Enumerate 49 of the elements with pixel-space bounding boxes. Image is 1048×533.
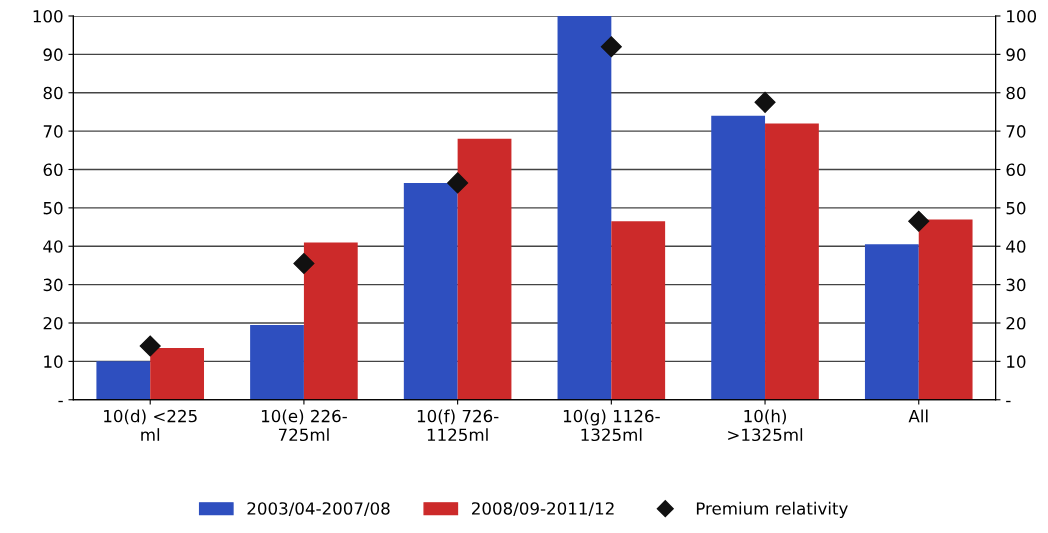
point: [908, 210, 930, 232]
y-tick-label: 50: [43, 201, 63, 215]
bar: [250, 324, 304, 400]
x-tick-label: 10(h) >1325ml: [728, 409, 803, 442]
bar: [611, 221, 666, 400]
y-tick-label: 100: [33, 9, 63, 23]
y2-tick-label: 10: [1007, 355, 1026, 368]
x-tick-label: 10(e) 226- 725ml: [261, 409, 347, 442]
bar: [864, 244, 919, 400]
y2-tick-label: 30: [1006, 278, 1026, 292]
y2-tick-label: 100: [1007, 9, 1037, 23]
legend-label: Premium relativity: [696, 501, 848, 518]
point: [293, 252, 315, 275]
point: [139, 335, 161, 357]
y-tick-label: 30: [43, 278, 63, 292]
y2-tick-label: 50: [1006, 201, 1026, 215]
y2-tick-label: 70: [1006, 125, 1026, 138]
y-tick-label: 80: [43, 86, 63, 100]
y-tick-label: -: [58, 400, 63, 403]
point: [447, 172, 469, 194]
legend-label: 2008/09-2011/12: [472, 502, 614, 517]
legend-label: 2003/04-2007/08: [247, 502, 390, 517]
y-tick-label: 40: [43, 240, 63, 253]
bar: [150, 347, 205, 400]
y-tick-label: 70: [43, 125, 63, 138]
y2-tick-label: 90: [1006, 48, 1026, 61]
y-tick-label: 10: [44, 355, 63, 368]
bar: [457, 138, 512, 400]
y-tick-label: 90: [43, 48, 63, 61]
y2-tick-label: 60: [1006, 163, 1026, 177]
bar: [918, 219, 973, 400]
bar: [96, 361, 151, 400]
y2-tick-label: 80: [1006, 86, 1026, 100]
point: [754, 91, 776, 113]
point: [600, 36, 622, 58]
y2-tick-label: 20: [1006, 316, 1026, 330]
y-tick-label: 60: [43, 163, 63, 177]
x-tick-label: All: [908, 409, 928, 423]
x-tick-label: 10(g) 1126- 1325ml: [563, 409, 660, 442]
bar: [557, 15, 612, 400]
y-tick-label: 20: [43, 316, 63, 330]
x-tick-label: 10(f) 726- 1125ml: [417, 409, 499, 442]
x-tick-label: 10(d) <225 ml: [104, 409, 197, 441]
y2-tick-label: 40: [1006, 240, 1026, 253]
bar: [403, 182, 458, 400]
bar: [711, 115, 766, 400]
y2-tick-label: -: [1006, 400, 1011, 403]
bar: [765, 123, 819, 400]
bar: [303, 242, 358, 400]
